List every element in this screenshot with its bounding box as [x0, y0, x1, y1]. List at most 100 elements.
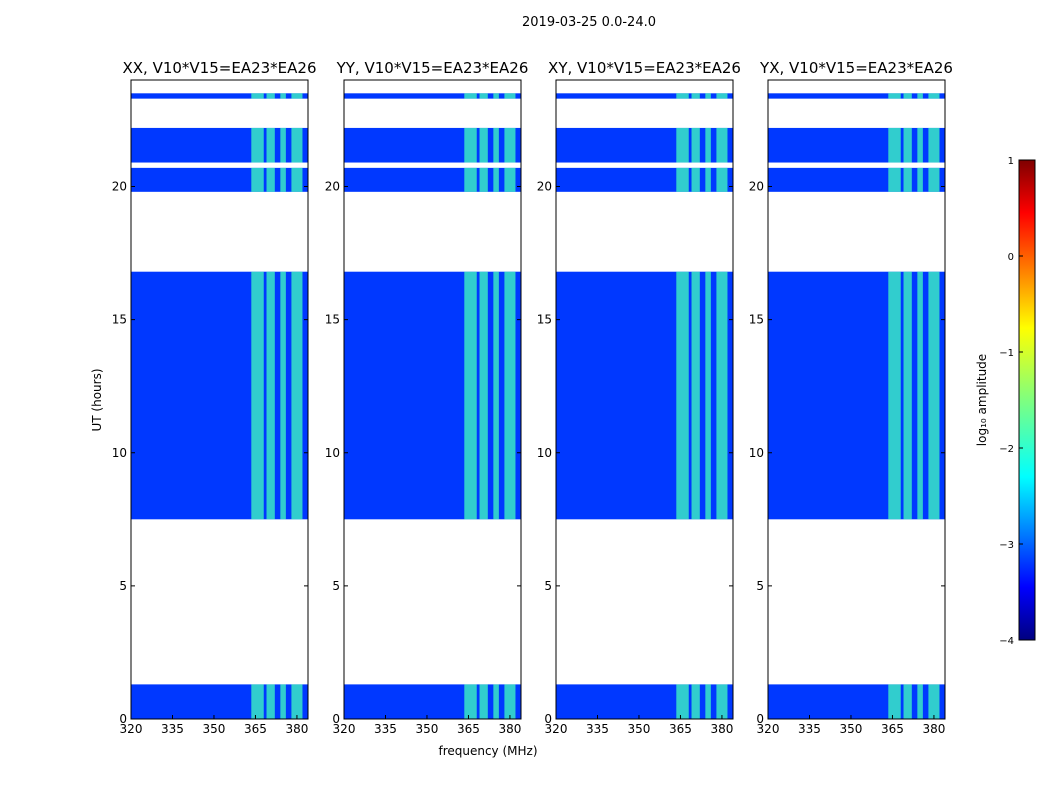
bright-channel-block	[291, 127, 303, 163]
bright-channel-block	[504, 93, 516, 99]
bright-channel-block	[705, 167, 711, 192]
bright-channel-block	[291, 271, 303, 520]
panel-title: YX, V10*V15=EA23*EA26	[759, 59, 953, 77]
bright-channel-block	[280, 167, 286, 192]
bright-channel-block	[493, 93, 499, 99]
bright-channel-block	[903, 684, 912, 719]
data-block	[344, 93, 521, 99]
bright-channel-block	[280, 684, 286, 719]
x-tick-label: 350	[416, 722, 439, 736]
y-tick-label: 0	[544, 712, 552, 726]
colorbar-tick-label: −1	[999, 348, 1014, 359]
panel-title: XY, V10*V15=EA23*EA26	[548, 59, 741, 77]
y-axis-label: UT (hours)	[90, 368, 104, 431]
x-tick-label: 350	[203, 722, 226, 736]
bright-channel-block	[280, 271, 286, 520]
bright-channel-block	[691, 93, 700, 99]
x-tick-label: 380	[498, 722, 521, 736]
bright-channel-block	[493, 271, 499, 520]
panels: 320 335 350 365 380 0 5 10 15 20 XX, V10*V15=EA23*…	[112, 59, 953, 736]
y-tick-label: 0	[332, 712, 340, 726]
y-tick-label: 0	[756, 712, 764, 726]
x-tick-label: 320	[333, 722, 356, 736]
bright-channel-block	[464, 684, 477, 719]
data-block	[131, 127, 308, 163]
bright-channel-block	[928, 684, 940, 719]
colorbar-tick-label: −2	[999, 444, 1014, 455]
bright-channel-block	[251, 684, 264, 719]
data-block	[344, 684, 521, 719]
bright-channel-block	[280, 93, 286, 99]
x-tick-label: 380	[285, 722, 308, 736]
bright-channel-block	[917, 167, 923, 192]
data-block	[556, 93, 733, 99]
bright-channel-block	[464, 271, 477, 520]
colorbar-ticks: 1 0 −1 −2 −3 −4	[999, 156, 1023, 647]
bright-channel-block	[291, 93, 303, 99]
x-tick-label: 365	[881, 722, 904, 736]
bright-channel-block	[888, 167, 901, 192]
bright-channel-block	[464, 127, 477, 163]
y-tick-label: 15	[749, 313, 764, 327]
bright-channel-block	[251, 271, 264, 520]
bright-channel-block	[691, 684, 700, 719]
y-tick-label: 10	[325, 446, 340, 460]
y-tick-label: 20	[537, 180, 552, 194]
bright-channel-block	[705, 271, 711, 520]
x-tick-label: 320	[120, 722, 143, 736]
bright-channel-block	[676, 93, 689, 99]
bright-channel-block	[716, 167, 728, 192]
panel-title: YY, V10*V15=EA23*EA26	[336, 59, 529, 77]
y-tick-label: 15	[325, 313, 340, 327]
y-tick-label: 0	[119, 712, 127, 726]
colorbar-tick-label: 0	[1008, 252, 1014, 263]
bright-channel-block	[266, 684, 275, 719]
bright-channel-block	[691, 271, 700, 520]
x-tick-label: 335	[161, 722, 184, 736]
panel-yy: 320 335 350 365 380 0 5 10 15 20 YY, V10*V15=EA23*…	[325, 59, 529, 736]
panel-xx: 320 335 350 365 380 0 5 10 15 20 XX, V10*V15=EA23*…	[112, 59, 317, 736]
bright-channel-block	[691, 127, 700, 163]
x-tick-label: 380	[710, 722, 733, 736]
y-tick-label: 10	[537, 446, 552, 460]
data-block	[556, 271, 733, 520]
bright-channel-block	[716, 127, 728, 163]
axes-frame	[555, 79, 734, 720]
y-tick-label: 10	[749, 446, 764, 460]
x-tick-label: 350	[840, 722, 863, 736]
data-block	[131, 93, 308, 99]
x-tick-label: 320	[757, 722, 780, 736]
bright-channel-block	[716, 684, 728, 719]
bright-channel-block	[888, 93, 901, 99]
data-block	[131, 271, 308, 520]
y-tick-label: 5	[332, 579, 340, 593]
bright-channel-block	[917, 271, 923, 520]
y-tick-label: 5	[756, 579, 764, 593]
bright-channel-block	[716, 271, 728, 520]
bright-channel-block	[903, 93, 912, 99]
bright-channel-block	[251, 167, 264, 192]
bright-channel-block	[928, 167, 940, 192]
x-tick-label: 380	[922, 722, 945, 736]
data-block	[556, 684, 733, 719]
bright-channel-block	[479, 167, 488, 192]
data-block	[768, 684, 945, 719]
data-block	[344, 271, 521, 520]
y-tick-label: 5	[119, 579, 127, 593]
data-block	[768, 93, 945, 99]
x-tick-label: 365	[457, 722, 480, 736]
bright-channel-block	[705, 127, 711, 163]
x-tick-label: 320	[545, 722, 568, 736]
x-tick-label: 365	[244, 722, 267, 736]
bright-channel-block	[266, 167, 275, 192]
axes-frame	[767, 79, 946, 720]
bright-channel-block	[251, 127, 264, 163]
bright-channel-block	[888, 271, 901, 520]
bright-channel-block	[504, 684, 516, 719]
x-tick-label: 335	[798, 722, 821, 736]
x-tick-label: 350	[628, 722, 651, 736]
bright-channel-block	[266, 93, 275, 99]
bright-channel-block	[888, 127, 901, 163]
colorbar-tick-label: −4	[999, 636, 1014, 647]
bright-channel-block	[888, 684, 901, 719]
